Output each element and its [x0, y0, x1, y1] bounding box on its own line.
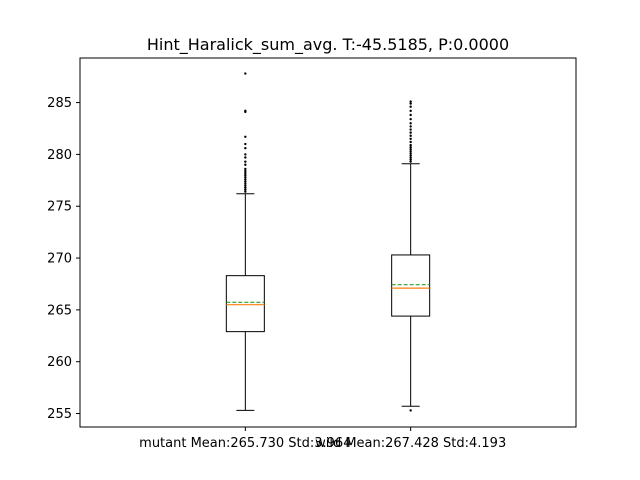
- outlier-point: [409, 131, 412, 134]
- outlier-point: [244, 160, 247, 163]
- y-tick-label: 255: [47, 407, 72, 422]
- outlier-point: [244, 163, 247, 166]
- outlier-point: [244, 171, 247, 175]
- outlier-point: [244, 180, 247, 183]
- outlier-point: [244, 188, 247, 191]
- outlier-point: [409, 125, 412, 128]
- outlier-point: [409, 158, 412, 161]
- outlier-point: [244, 175, 247, 179]
- y-tick-label: 270: [47, 252, 72, 267]
- outlier-point: [244, 184, 247, 187]
- iqr-box: [225, 275, 265, 333]
- outlier-point: [244, 173, 247, 177]
- outlier-point: [409, 100, 412, 103]
- outlier-point: [409, 148, 412, 151]
- y-tick-label: 265: [47, 303, 72, 318]
- outlier-point: [409, 150, 412, 153]
- outlier-point: [244, 142, 247, 146]
- y-tick-label: 280: [47, 148, 72, 163]
- outlier-point: [409, 109, 412, 113]
- outlier-point: [409, 409, 412, 412]
- y-tick-label: 285: [47, 96, 72, 111]
- outlier-point: [409, 128, 412, 131]
- outlier-point: [244, 186, 247, 189]
- iqr-box: [391, 254, 431, 317]
- x-tick-label: mutant Mean:265.730 Std:3.964: [139, 436, 351, 451]
- outlier-point: [244, 156, 247, 159]
- outlier-point: [409, 137, 412, 141]
- outlier-point: [409, 156, 412, 159]
- outlier-point: [244, 146, 247, 150]
- outlier-point: [244, 72, 247, 75]
- outlier-point: [244, 109, 247, 113]
- outlier-point: [409, 134, 412, 137]
- outlier-point: [409, 143, 412, 147]
- outlier-point: [409, 105, 412, 108]
- outlier-point: [409, 102, 412, 105]
- plot-frame: [79, 57, 577, 428]
- outlier-point: [409, 140, 412, 144]
- outlier-point: [409, 145, 412, 149]
- y-tick-label: 275: [47, 200, 72, 215]
- y-tick-label: 260: [47, 355, 72, 370]
- outlier-point: [409, 154, 412, 157]
- outlier-point: [244, 178, 247, 181]
- outlier-point: [409, 113, 412, 117]
- outlier-point: [244, 167, 247, 171]
- outlier-point: [244, 135, 247, 138]
- outlier-point: [409, 122, 412, 125]
- plot-area: 255 260 265 270 275 280 285 mutant Mean:265.730…: [47, 57, 577, 451]
- x-tick-label: wild Mean:267.428 Std:4.193: [315, 436, 506, 451]
- outlier-point: [244, 153, 247, 156]
- outlier-point: [409, 117, 412, 121]
- chart-title: Hint_Haralick_sum_avg. T:-45.5185, P:0.0…: [147, 35, 509, 55]
- outlier-point: [409, 152, 412, 155]
- outlier-point: [244, 190, 247, 193]
- outlier-point: [244, 169, 247, 173]
- outlier-point: [409, 160, 412, 163]
- outlier-point: [244, 182, 247, 185]
